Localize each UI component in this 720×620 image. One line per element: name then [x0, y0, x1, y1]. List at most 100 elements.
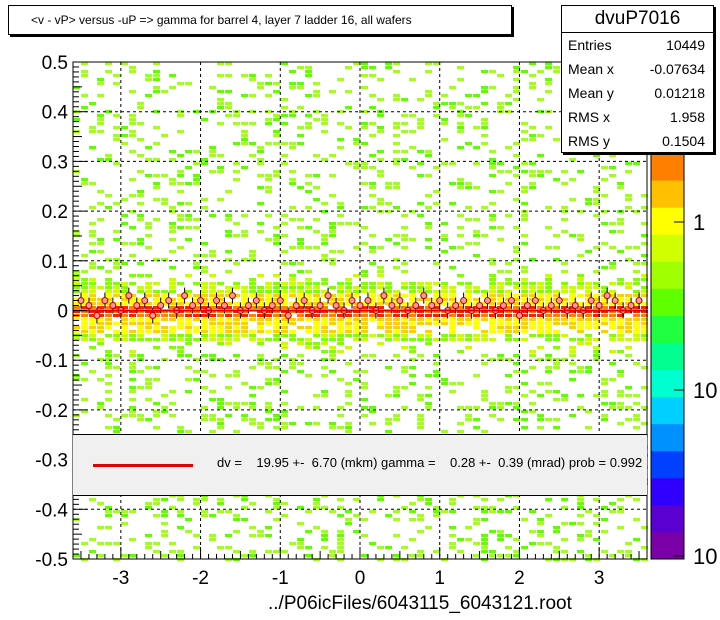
heatmap-cell [129, 330, 136, 333]
heatmap-cell [369, 410, 376, 413]
heatmap-cell [633, 318, 640, 321]
heatmap-cell [593, 286, 600, 289]
heatmap-cell [441, 282, 448, 285]
heatmap-cell [465, 418, 472, 421]
heatmap-cell [185, 326, 192, 329]
heatmap-cell [577, 274, 584, 277]
heatmap-cell [377, 314, 384, 317]
heatmap-cell [433, 314, 440, 317]
heatmap-cell [641, 330, 648, 333]
heatmap-cell [241, 330, 248, 333]
heatmap-cell [265, 410, 272, 413]
heatmap-cell [89, 538, 96, 541]
heatmap-cell [417, 126, 424, 129]
heatmap-cell [97, 302, 104, 305]
heatmap-cell [393, 206, 400, 209]
heatmap-cell [337, 110, 344, 113]
heatmap-cell [289, 322, 296, 325]
heatmap-cell [505, 390, 512, 393]
heatmap-cell [489, 158, 496, 161]
heatmap-cell [225, 330, 232, 333]
heatmap-cell [281, 370, 288, 373]
heatmap-cell [433, 510, 440, 513]
heatmap-cell [617, 422, 624, 425]
heatmap-cell [281, 326, 288, 329]
heatmap-cell [145, 386, 152, 389]
heatmap-cell [161, 394, 168, 397]
heatmap-cell [217, 90, 224, 93]
heatmap-cell [289, 282, 296, 285]
heatmap-cell [409, 338, 416, 341]
heatmap-cell [585, 250, 592, 253]
heatmap-cell [241, 258, 248, 261]
heatmap-cell [345, 334, 352, 337]
heatmap-cell [193, 318, 200, 321]
heatmap-cell [313, 290, 320, 293]
heatmap-cell [169, 338, 176, 341]
heatmap-cell [601, 314, 608, 317]
heatmap-cell [129, 398, 136, 401]
heatmap-cell [641, 222, 648, 225]
heatmap-cell [625, 330, 632, 333]
heatmap-cell [297, 306, 304, 309]
heatmap-cell [185, 182, 192, 185]
heatmap-cell [329, 314, 336, 317]
heatmap-cell [209, 390, 216, 393]
heatmap-cell [225, 302, 232, 305]
heatmap-cell [265, 406, 272, 409]
heatmap-cell [433, 114, 440, 117]
heatmap-cell [529, 138, 536, 141]
heatmap-cell [201, 370, 208, 373]
heatmap-cell [617, 218, 624, 221]
heatmap-cell [465, 406, 472, 409]
heatmap-cell [233, 142, 240, 145]
heatmap-cell [353, 314, 360, 317]
heatmap-cell [241, 518, 248, 521]
heatmap-cell [537, 318, 544, 321]
heatmap-cell [425, 226, 432, 229]
heatmap-cell [97, 342, 104, 345]
heatmap-cell [121, 242, 128, 245]
heatmap-cell [289, 278, 296, 281]
heatmap-cell [121, 338, 128, 341]
heatmap-cell [153, 402, 160, 405]
heatmap-cell [417, 306, 424, 309]
heatmap-cell [105, 334, 112, 337]
heatmap-cell [129, 70, 136, 73]
heatmap-cell [121, 318, 128, 321]
heatmap-cell [161, 290, 168, 293]
heatmap-cell [233, 326, 240, 329]
heatmap-cell [393, 306, 400, 309]
heatmap-cell [209, 302, 216, 305]
heatmap-cell [465, 302, 472, 305]
heatmap-cell [233, 294, 240, 297]
heatmap-cell [489, 414, 496, 417]
heatmap-cell [401, 214, 408, 217]
heatmap-cell [553, 546, 560, 549]
heatmap-cell [633, 338, 640, 341]
heatmap-cell [129, 370, 136, 373]
heatmap-cell [353, 322, 360, 325]
heatmap-cell [617, 390, 624, 393]
heatmap-cell [201, 306, 208, 309]
heatmap-cell [377, 274, 384, 277]
heatmap-cell [625, 318, 632, 321]
heatmap-cell [201, 158, 208, 161]
heatmap-cell [321, 130, 328, 133]
heatmap-cell [81, 290, 88, 293]
heatmap-cell [481, 334, 488, 337]
heatmap-cell [353, 334, 360, 337]
heatmap-cell [281, 306, 288, 309]
heatmap-cell [97, 82, 104, 85]
heatmap-cell [161, 498, 168, 501]
heatmap-cell [121, 522, 128, 525]
profile-point [244, 302, 252, 310]
heatmap-cell [249, 282, 256, 285]
heatmap-cell [305, 74, 312, 77]
heatmap-cell [281, 302, 288, 305]
heatmap-cell [385, 186, 392, 189]
heatmap-cell [129, 322, 136, 325]
heatmap-cell [617, 350, 624, 353]
heatmap-cell [249, 526, 256, 529]
heatmap-cell [113, 238, 120, 241]
